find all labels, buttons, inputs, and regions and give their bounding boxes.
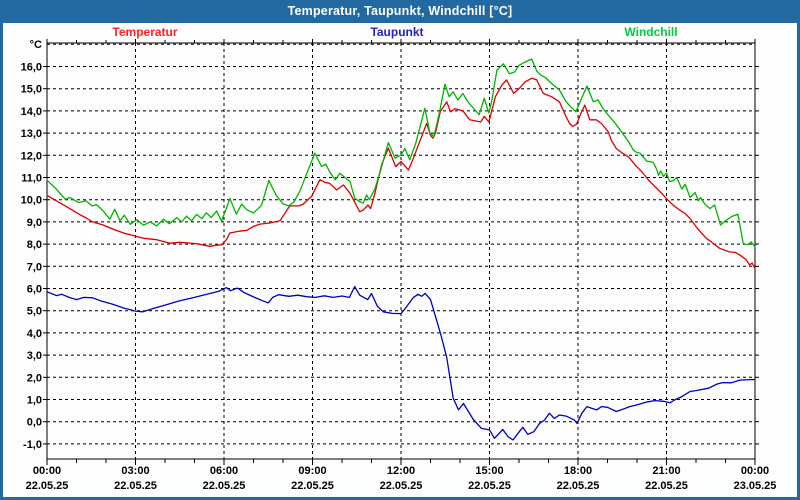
svg-text:18:00: 18:00	[564, 465, 592, 477]
legend-item-taupunkt: Taupunkt	[370, 25, 424, 39]
svg-text:22.05.25: 22.05.25	[26, 480, 69, 492]
svg-text:12:00: 12:00	[387, 465, 415, 477]
svg-text:15:00: 15:00	[475, 465, 503, 477]
svg-text:1,0: 1,0	[27, 395, 42, 407]
chart-legend: Temperatur Taupunkt Windchill	[3, 25, 797, 41]
series-temperatur	[46, 77, 756, 270]
svg-text:22.05.25: 22.05.25	[557, 480, 600, 492]
svg-text:9,0: 9,0	[27, 217, 42, 229]
title-bar[interactable]: Temperatur, Taupunkt, Windchill [°C]	[3, 0, 797, 23]
svg-text:11,0: 11,0	[21, 173, 42, 185]
svg-text:22.05.25: 22.05.25	[468, 480, 511, 492]
series-windchill	[46, 58, 756, 248]
svg-text:7,0: 7,0	[27, 261, 42, 273]
svg-text:06:00: 06:00	[210, 465, 238, 477]
svg-text:10,0: 10,0	[21, 195, 42, 207]
svg-text:22.05.25: 22.05.25	[380, 480, 423, 492]
svg-text:21:00: 21:00	[652, 465, 680, 477]
svg-text:2,0: 2,0	[27, 372, 42, 384]
svg-text:22.05.25: 22.05.25	[645, 480, 688, 492]
svg-text:8,0: 8,0	[27, 239, 42, 251]
svg-text:16,0: 16,0	[21, 62, 42, 74]
svg-text:22.05.25: 22.05.25	[203, 480, 246, 492]
svg-text:13,0: 13,0	[21, 128, 42, 140]
series-taupunkt	[46, 285, 756, 441]
svg-text:23.05.25: 23.05.25	[734, 480, 777, 492]
svg-text:03:00: 03:00	[121, 465, 149, 477]
legend-item-windchill: Windchill	[624, 25, 678, 39]
svg-text:-1,0: -1,0	[23, 439, 42, 451]
svg-text:0,0: 0,0	[27, 417, 42, 429]
svg-text:22.05.25: 22.05.25	[114, 480, 157, 492]
svg-text:6,0: 6,0	[27, 284, 42, 296]
svg-text:15,0: 15,0	[21, 84, 42, 96]
svg-text:4,0: 4,0	[27, 328, 42, 340]
svg-text:00:00: 00:00	[33, 465, 61, 477]
svg-text:3,0: 3,0	[27, 350, 42, 362]
svg-text:5,0: 5,0	[27, 306, 42, 318]
svg-text:14,0: 14,0	[21, 106, 42, 118]
window-title: Temperatur, Taupunkt, Windchill [°C]	[287, 4, 513, 18]
svg-text:09:00: 09:00	[298, 465, 326, 477]
svg-text:°C: °C	[30, 39, 42, 51]
legend-item-temperatur: Temperatur	[112, 25, 178, 39]
svg-text:12,0: 12,0	[21, 150, 42, 162]
svg-text:22.05.25: 22.05.25	[291, 480, 334, 492]
svg-text:00:00: 00:00	[741, 465, 769, 477]
